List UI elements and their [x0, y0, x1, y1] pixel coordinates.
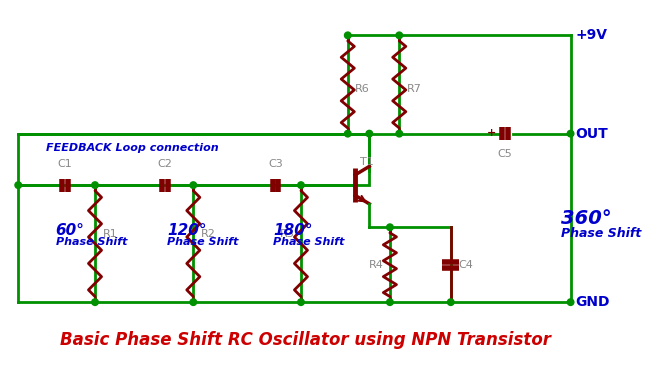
Text: R4: R4: [369, 260, 384, 270]
Circle shape: [190, 182, 196, 188]
Text: 60°: 60°: [56, 223, 84, 237]
Circle shape: [92, 182, 98, 188]
Circle shape: [567, 131, 574, 137]
Text: R6: R6: [356, 84, 370, 94]
Circle shape: [190, 299, 196, 306]
Circle shape: [396, 32, 402, 39]
Text: 120°: 120°: [167, 223, 207, 237]
Text: R7: R7: [407, 84, 422, 94]
Circle shape: [298, 299, 304, 306]
Text: +: +: [488, 128, 497, 138]
Circle shape: [567, 299, 574, 306]
Text: 180°: 180°: [273, 223, 313, 237]
Text: R1: R1: [103, 229, 117, 239]
Text: Phase Shift: Phase Shift: [273, 237, 344, 246]
Text: C1: C1: [58, 159, 72, 169]
Circle shape: [298, 182, 304, 188]
Text: T1: T1: [360, 157, 374, 167]
Circle shape: [396, 131, 402, 137]
Text: C3: C3: [268, 159, 283, 169]
Text: Basic Phase Shift RC Oscillator using NPN Transistor: Basic Phase Shift RC Oscillator using NP…: [60, 331, 551, 349]
Text: Phase Shift: Phase Shift: [56, 237, 127, 246]
Text: GND: GND: [575, 295, 610, 309]
Text: Phase Shift: Phase Shift: [167, 237, 239, 246]
Circle shape: [92, 299, 98, 306]
Text: OUT: OUT: [575, 127, 608, 141]
Text: C4: C4: [458, 260, 473, 270]
Circle shape: [447, 299, 454, 306]
Text: 360°: 360°: [561, 209, 612, 227]
Text: +9V: +9V: [575, 28, 607, 42]
Text: C2: C2: [158, 159, 173, 169]
Text: C5: C5: [498, 148, 512, 159]
Circle shape: [387, 299, 393, 306]
Circle shape: [366, 131, 372, 137]
Text: FEEDBACK Loop connection: FEEDBACK Loop connection: [46, 143, 219, 153]
Bar: [18, 134, 369, 185]
Circle shape: [387, 224, 393, 230]
Text: R3: R3: [280, 229, 295, 239]
Circle shape: [344, 32, 351, 39]
Text: Phase Shift: Phase Shift: [561, 227, 642, 240]
Circle shape: [15, 182, 21, 188]
Circle shape: [344, 131, 351, 137]
Text: R2: R2: [201, 229, 216, 239]
